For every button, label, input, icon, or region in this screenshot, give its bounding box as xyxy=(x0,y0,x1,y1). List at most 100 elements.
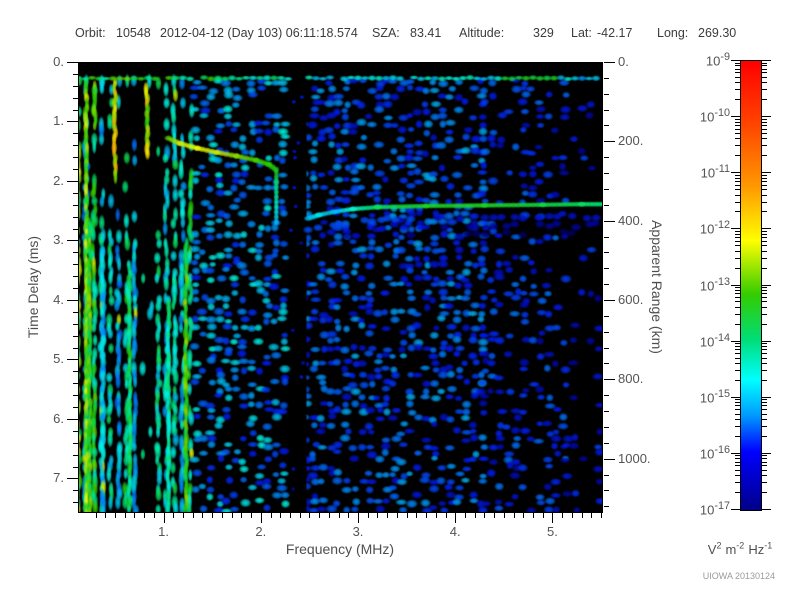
colorbar-minor-tick-left xyxy=(735,76,740,78)
lat-value: -42.17 xyxy=(597,26,633,40)
colorbar-minor-tick-left xyxy=(735,211,740,213)
x-axis-major-tick xyxy=(552,513,554,523)
y-axis-major-tick xyxy=(67,418,78,420)
x-axis-minor-tick xyxy=(484,513,486,518)
watermark: UIOWA 20130124 xyxy=(702,571,775,581)
x-axis-minor-tick xyxy=(387,513,389,518)
colorbar-minor-tick-left xyxy=(735,465,740,467)
y2-axis-minor-tick xyxy=(604,490,609,492)
colorbar-minor-tick-left xyxy=(735,306,740,308)
orbit-value: 10548 xyxy=(116,26,151,40)
colorbar-minor-tick-left xyxy=(735,230,740,232)
x-axis-minor-tick xyxy=(95,513,97,518)
colorbar-minor-tick-right xyxy=(762,492,767,494)
x-axis-minor-tick xyxy=(309,513,311,518)
colorbar-minor-tick-right xyxy=(762,461,767,463)
y-axis-major-tick xyxy=(67,240,78,242)
y2-axis-minor-tick xyxy=(604,284,609,286)
colorbar-minor-tick-right xyxy=(762,267,767,269)
colorbar-minor-tick-left xyxy=(735,455,740,457)
x-axis-major-tick xyxy=(163,513,165,523)
colorbar-tick-label: 10-10 xyxy=(699,107,730,125)
colorbar-minor-tick-left xyxy=(735,362,740,364)
colorbar-minor-tick-right xyxy=(762,250,767,252)
colorbar-minor-tick-right xyxy=(762,211,767,213)
y-axis-minor-tick xyxy=(73,454,78,456)
colorbar-minor-tick-left xyxy=(735,492,740,494)
colorbar-minor-tick-left xyxy=(735,138,740,140)
colorbar-minor-tick-left xyxy=(735,184,740,186)
y-axis-minor-tick xyxy=(73,252,78,254)
colorbar-minor-tick-left xyxy=(735,237,740,239)
colorbar-minor-tick-left xyxy=(735,323,740,325)
y-axis-tick-label: 3. xyxy=(53,232,64,248)
y-axis-minor-tick xyxy=(73,85,78,87)
y-axis-minor-tick xyxy=(73,192,78,194)
colorbar-minor-tick-right xyxy=(762,177,767,179)
x-axis-minor-tick xyxy=(251,513,253,518)
y-axis-minor-tick xyxy=(73,228,78,230)
x-axis-minor-tick xyxy=(503,513,505,518)
x-axis-minor-tick xyxy=(494,513,496,518)
colorbar-minor-tick-right xyxy=(762,353,767,355)
x-axis-minor-tick xyxy=(319,513,321,518)
colorbar-major-tick-left xyxy=(731,116,740,118)
colorbar-minor-tick-right xyxy=(762,230,767,232)
colorbar-minor-tick-left xyxy=(735,461,740,463)
colorbar-major-tick-right xyxy=(762,172,771,174)
y2-axis-minor-tick xyxy=(604,363,609,365)
y2-axis-major-tick xyxy=(604,379,615,381)
colorbar-minor-tick-left xyxy=(735,145,740,147)
y-axis-tick-label: 5. xyxy=(53,351,64,367)
colorbar-minor-tick-right xyxy=(762,399,767,401)
colorbar-minor-tick-right xyxy=(762,296,767,298)
datetime-value: 2012-04-12 (Day 103) 06:11:18.574 xyxy=(160,26,358,40)
y2-axis-minor-tick xyxy=(604,395,609,397)
altitude-label: Altitude: xyxy=(459,26,505,40)
y2-axis-tick-label: 1000. xyxy=(618,450,651,466)
colorbar-minor-tick-left xyxy=(735,435,740,437)
colorbar-minor-tick-right xyxy=(762,343,767,345)
colorbar-minor-tick-left xyxy=(735,189,740,191)
colorbar-minor-tick-right xyxy=(762,289,767,291)
y2-axis-minor-tick xyxy=(604,93,609,95)
y-axis-minor-tick xyxy=(73,97,78,99)
colorbar-minor-tick-right xyxy=(762,237,767,239)
y-axis-minor-tick xyxy=(73,133,78,135)
colorbar-minor-tick-right xyxy=(762,201,767,203)
colorbar-minor-tick-right xyxy=(762,240,767,242)
x-axis-minor-tick xyxy=(289,513,291,518)
colorbar-minor-tick-right xyxy=(762,419,767,421)
colorbar-minor-tick-right xyxy=(762,306,767,308)
colorbar-minor-tick-right xyxy=(762,482,767,484)
x-axis-minor-tick xyxy=(445,513,447,518)
y-axis-major-tick xyxy=(67,62,78,63)
colorbar-minor-tick-right xyxy=(762,99,767,101)
y-axis-minor-tick xyxy=(73,216,78,218)
y-axis-minor-tick xyxy=(73,73,78,75)
x-axis-tick-label: 2. xyxy=(255,524,267,539)
x-axis-minor-tick xyxy=(134,513,136,518)
y2-axis-minor-tick xyxy=(604,109,609,111)
colorbar-minor-tick-right xyxy=(762,409,767,411)
colorbar-minor-tick-right xyxy=(762,145,767,147)
colorbar-minor-tick-left xyxy=(735,62,740,64)
colorbar-major-tick-left xyxy=(731,452,740,454)
colorbar-minor-tick-left xyxy=(735,293,740,295)
colorbar-tick-label: 10-12 xyxy=(699,219,730,237)
colorbar-minor-tick-right xyxy=(762,465,767,467)
x-axis-minor-tick xyxy=(513,513,515,518)
y2-axis-major-tick xyxy=(604,299,615,301)
colorbar-minor-tick-right xyxy=(762,89,767,91)
colorbar-minor-tick-right xyxy=(762,174,767,176)
colorbar-minor-tick-left xyxy=(735,201,740,203)
y-axis-minor-tick xyxy=(73,335,78,337)
y-axis-minor-tick xyxy=(73,347,78,349)
x-axis-minor-tick xyxy=(377,513,379,518)
y2-axis-tick-label: 800. xyxy=(618,371,644,387)
y2-axis-minor-tick xyxy=(604,77,609,79)
colorbar-minor-tick-right xyxy=(762,413,767,415)
colorbar-minor-tick-left xyxy=(735,357,740,359)
colorbar-minor-tick-right xyxy=(762,426,767,428)
colorbar-minor-tick-left xyxy=(735,296,740,298)
